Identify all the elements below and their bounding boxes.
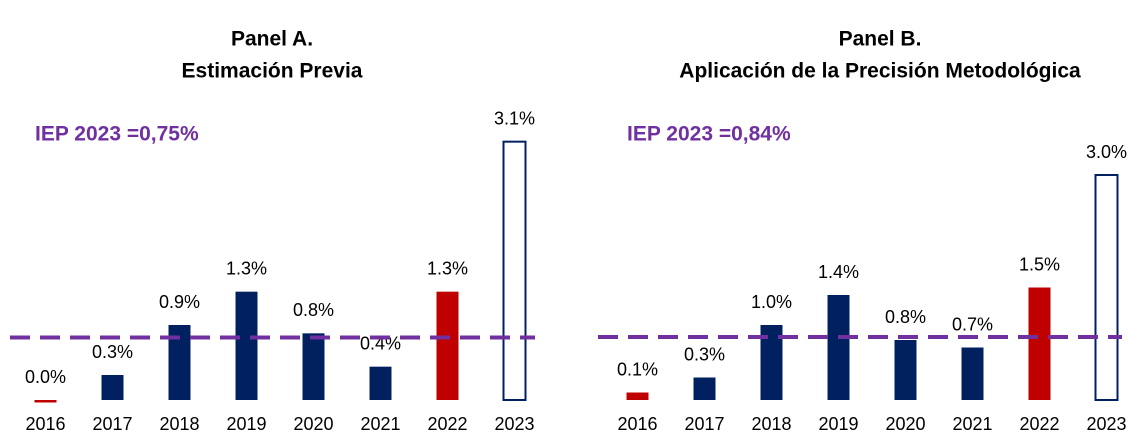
value-label: 3.1% [494, 108, 535, 128]
x-tick-label: 2022 [1019, 414, 1059, 434]
x-tick-label: 2017 [92, 414, 132, 434]
panel-subtitle: Aplicación de la Precisión Metodológica [679, 60, 1081, 83]
x-tick-label: 2016 [617, 414, 657, 434]
x-tick-label: 2020 [885, 414, 925, 434]
bar [502, 140, 527, 402]
bar [1094, 174, 1119, 401]
x-tick-label: 2017 [684, 414, 724, 434]
value-label: 0.1% [617, 359, 658, 379]
value-label: 1.3% [226, 258, 267, 278]
annotation: IEP 2023 =0,84% [627, 123, 791, 146]
bar [168, 325, 191, 400]
x-tick-label: 2021 [952, 414, 992, 434]
bar [894, 340, 917, 400]
bar [961, 347, 984, 400]
panel-title: Panel A. [231, 28, 313, 51]
panel-title: Panel B. [839, 28, 922, 51]
x-tick-label: 2023 [1086, 414, 1126, 434]
x-tick-label: 2023 [494, 414, 534, 434]
annotation: IEP 2023 =0,75% [35, 123, 199, 146]
x-tick-label: 2019 [226, 414, 266, 434]
x-tick-label: 2022 [427, 414, 467, 434]
bar [626, 392, 649, 400]
bar [235, 291, 258, 400]
value-label: 0.9% [159, 292, 200, 312]
value-label: 1.4% [818, 262, 859, 282]
panel-subtitle: Estimación Previa [182, 60, 363, 83]
value-label: 1.3% [427, 258, 468, 278]
bar [302, 333, 325, 400]
value-label: 0.3% [92, 342, 133, 362]
bar [1028, 287, 1051, 400]
bar [101, 375, 124, 400]
value-label: 0.8% [885, 307, 926, 327]
bar [760, 325, 783, 400]
bar [369, 366, 392, 400]
value-label: 0.0% [25, 367, 66, 387]
value-label: 0.8% [293, 300, 334, 320]
x-tick-label: 2021 [360, 414, 400, 434]
value-label: 0.3% [684, 344, 725, 364]
value-label: 1.0% [751, 292, 792, 312]
value-label: 0.7% [952, 314, 993, 334]
bar [827, 295, 850, 400]
value-label: 1.5% [1019, 254, 1060, 274]
x-tick-label: 2019 [818, 414, 858, 434]
x-tick-label: 2018 [159, 414, 199, 434]
x-tick-label: 2018 [751, 414, 791, 434]
x-tick-label: 2020 [293, 414, 333, 434]
x-tick-label: 2016 [25, 414, 65, 434]
value-label: 3.0% [1086, 142, 1127, 162]
bar [34, 400, 57, 403]
bar [693, 377, 716, 400]
bar [436, 291, 459, 400]
